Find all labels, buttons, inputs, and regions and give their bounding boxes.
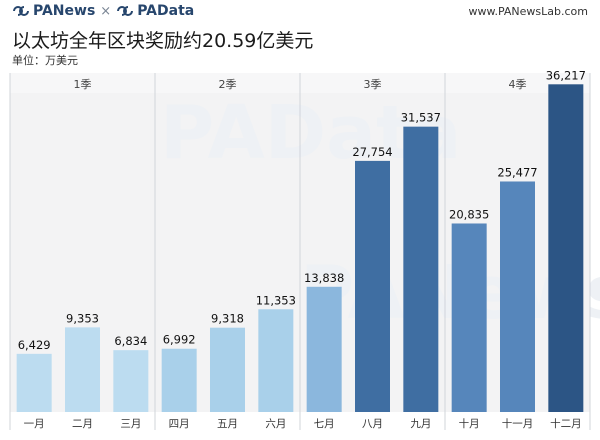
top-bar: PANews × PAData www.PANewsLab.com [0, 0, 600, 24]
data-label-2: 9,353 [66, 311, 99, 325]
x-tick-label-4: 四月 [169, 418, 190, 430]
x-tick-label-3: 三月 [120, 418, 141, 430]
quarter-label: 4季 [509, 78, 527, 91]
page-title: 以太坊全年区块奖励约20.59亿美元 [12, 30, 314, 52]
data-label-12: 36,217 [546, 68, 586, 82]
bar-2 [65, 327, 100, 412]
data-label-1: 6,429 [18, 338, 51, 352]
brand-panews: PANews [33, 3, 96, 19]
bar-9 [403, 126, 439, 412]
x-tick-label-6: 六月 [265, 418, 286, 430]
x-tick-label-5: 五月 [217, 418, 238, 430]
data-label-11: 25,477 [497, 165, 537, 179]
bar-3 [113, 350, 149, 412]
quarter-label: 3季 [364, 78, 382, 91]
unit-label: 单位：万美元 [12, 54, 78, 67]
bar-7 [306, 286, 342, 412]
data-label-9: 31,537 [401, 111, 441, 125]
brand-separator: × [100, 3, 112, 19]
data-label-10: 20,835 [449, 207, 489, 221]
data-label-5: 9,318 [211, 312, 244, 326]
x-tick-label-8: 八月 [362, 418, 383, 430]
bar-4 [161, 348, 197, 412]
panews-logo-icon [13, 6, 29, 16]
padata-logo-icon [117, 6, 134, 16]
quarter-label: 1季 [74, 78, 92, 91]
data-label-6: 11,353 [256, 293, 296, 307]
data-label-7: 13,838 [304, 271, 344, 285]
brand-padata: PAData [137, 3, 195, 19]
bar-8 [355, 160, 390, 412]
x-tick-label-7: 七月 [314, 418, 335, 430]
x-tick-label-1: 一月 [24, 418, 45, 430]
bar-5 [210, 327, 245, 412]
data-label-8: 27,754 [352, 145, 392, 159]
bar-6 [258, 309, 294, 412]
x-tick-label-10: 十月 [459, 417, 480, 430]
x-tick-label-2: 二月 [72, 418, 93, 430]
x-tick-label-12: 十二月 [550, 417, 582, 430]
bar-11 [500, 181, 535, 412]
bar-1 [16, 353, 52, 412]
x-tick-label-9: 九月 [410, 418, 431, 430]
bar-12 [548, 84, 584, 412]
site-url[interactable]: www.PANewsLab.com [468, 5, 589, 18]
brand: PANews × PAData [12, 3, 194, 19]
x-tick-label-11: 十一月 [502, 417, 534, 430]
data-label-3: 6,834 [114, 334, 147, 348]
quarter-label: 2季 [219, 78, 237, 91]
data-label-4: 6,992 [163, 333, 196, 347]
bar-10 [451, 223, 487, 412]
